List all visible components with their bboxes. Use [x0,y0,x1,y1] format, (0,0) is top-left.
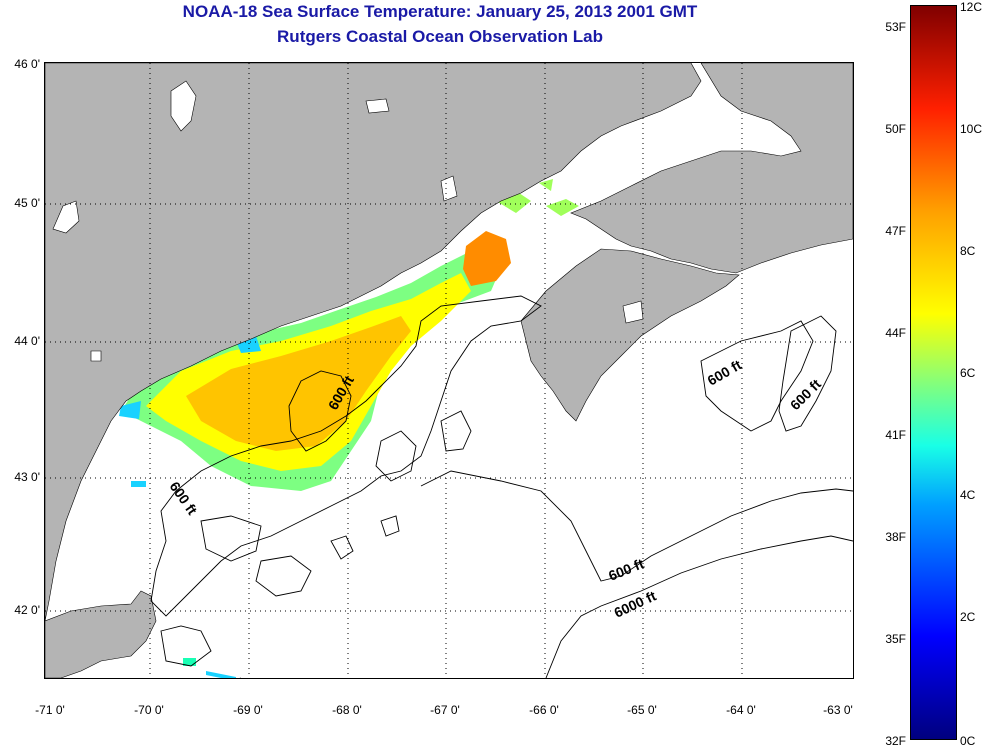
lon-label-64: -64 0' [726,703,756,717]
lon-label-69: -69 0' [233,703,263,717]
lon-label-65: -65 0' [627,703,657,717]
colorbar-label-32f: 32F [885,734,906,748]
contour-label-600ft-c: 600 ft [705,356,745,388]
lat-label-45: 45 0' [14,196,40,210]
bathymetry-contours [150,295,853,678]
lat-label-44: 44 0' [14,334,40,348]
contour-label-600ft-e: 600 ft [606,555,646,584]
colorbar-label-44f: 44F [885,326,906,340]
lon-label-67: -67 0' [430,703,460,717]
land [45,63,853,678]
colorbar-label-4c: 4C [960,488,976,502]
contour-label-6000ft: 6000 ft [612,587,659,620]
map-canvas: 600 ft 600 ft 600 ft 600 ft 600 ft 6000 … [45,63,853,678]
colorbar-label-53f: 53F [885,20,906,34]
colorbar-label-0c: 0C [960,734,976,748]
lon-label-71: -71 0' [35,703,65,717]
colorbar-label-38f: 38F [885,530,906,544]
colorbar-label-12c: 12C [960,0,983,14]
lon-label-66: -66 0' [529,703,559,717]
colorbar-label-47f: 47F [885,224,906,238]
colorbar-label-10c: 10C [960,122,983,136]
temperature-colorbar [910,5,957,740]
colorbar-label-41f: 41F [885,428,906,442]
lon-label-68: -68 0' [332,703,362,717]
lat-label-46: 46 0' [14,57,40,71]
lon-label-63: -63 0' [823,703,853,717]
map-title: NOAA-18 Sea Surface Temperature: January… [182,2,698,21]
sst-map: 600 ft 600 ft 600 ft 600 ft 600 ft 6000 … [44,62,854,679]
colorbar-label-6c: 6C [960,366,976,380]
map-subtitle: Rutgers Coastal Ocean Observation Lab [277,27,603,46]
lon-label-70: -70 0' [134,703,164,717]
sst-plume [119,179,579,678]
contour-label-600ft-d: 600 ft [787,376,824,413]
colorbar-label-50f: 50F [885,122,906,136]
lat-label-42: 42 0' [14,603,40,617]
lat-label-43: 43 0' [14,470,40,484]
colorbar-label-8c: 8C [960,244,976,258]
contour-label-600ft-b: 600 ft [167,479,201,518]
colorbar-label-2c: 2C [960,610,976,624]
colorbar-label-35f: 35F [885,632,906,646]
